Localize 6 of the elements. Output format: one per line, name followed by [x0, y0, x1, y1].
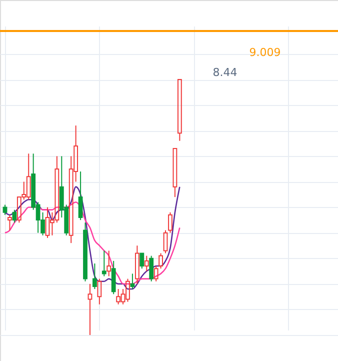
text: 9.009 — [249, 46, 281, 59]
candlestick — [144, 255, 149, 272]
candlestick — [106, 250, 112, 277]
candlestick — [88, 283, 92, 336]
candlestick — [134, 245, 140, 284]
text: 8.44 — [212, 66, 238, 79]
